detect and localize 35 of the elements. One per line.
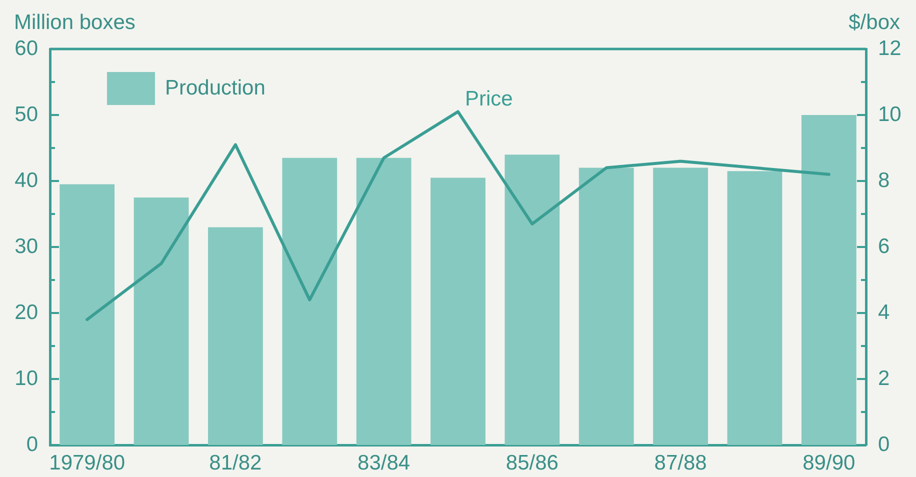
bar [504, 154, 560, 445]
bar [208, 227, 263, 445]
y2-tick-label: 2 [878, 366, 890, 390]
bar [60, 184, 115, 445]
bar [727, 171, 782, 445]
series-label: Price [465, 88, 513, 111]
y-tick-label: 30 [14, 234, 38, 258]
x-tick-label: 1979/80 [49, 451, 126, 474]
x-tick-label: 81/82 [209, 451, 262, 474]
bar [653, 168, 708, 445]
y2-tick-label: 12 [878, 36, 902, 60]
y2-tick-label: 6 [878, 234, 890, 258]
legend-label: Production [165, 76, 266, 100]
bar [578, 168, 634, 445]
x-tick-label: 83/84 [358, 451, 410, 474]
bar [356, 158, 412, 445]
y2-tick-label: 10 [878, 102, 902, 126]
y-tick-label: 50 [14, 102, 38, 126]
x-tick-label: 89/90 [802, 451, 856, 474]
bar [430, 178, 486, 445]
bar [282, 158, 338, 445]
bar [801, 115, 856, 445]
y-tick-label: 0 [26, 432, 38, 456]
y-tick-label: 20 [14, 300, 38, 324]
y-axis-title: Million boxes [14, 11, 136, 34]
y2-tick-label: 4 [878, 300, 890, 324]
y2-tick-label: 8 [878, 168, 890, 192]
x-tick-label: 87/88 [654, 451, 707, 474]
y-tick-label: 60 [14, 36, 38, 60]
y-tick-label: 10 [14, 366, 38, 390]
y2-axis-title: $/box [848, 11, 900, 34]
y-tick-label: 40 [14, 168, 38, 192]
bar [134, 198, 189, 445]
y2-tick-label: 0 [878, 432, 890, 456]
x-tick-label: 85/86 [506, 451, 558, 474]
